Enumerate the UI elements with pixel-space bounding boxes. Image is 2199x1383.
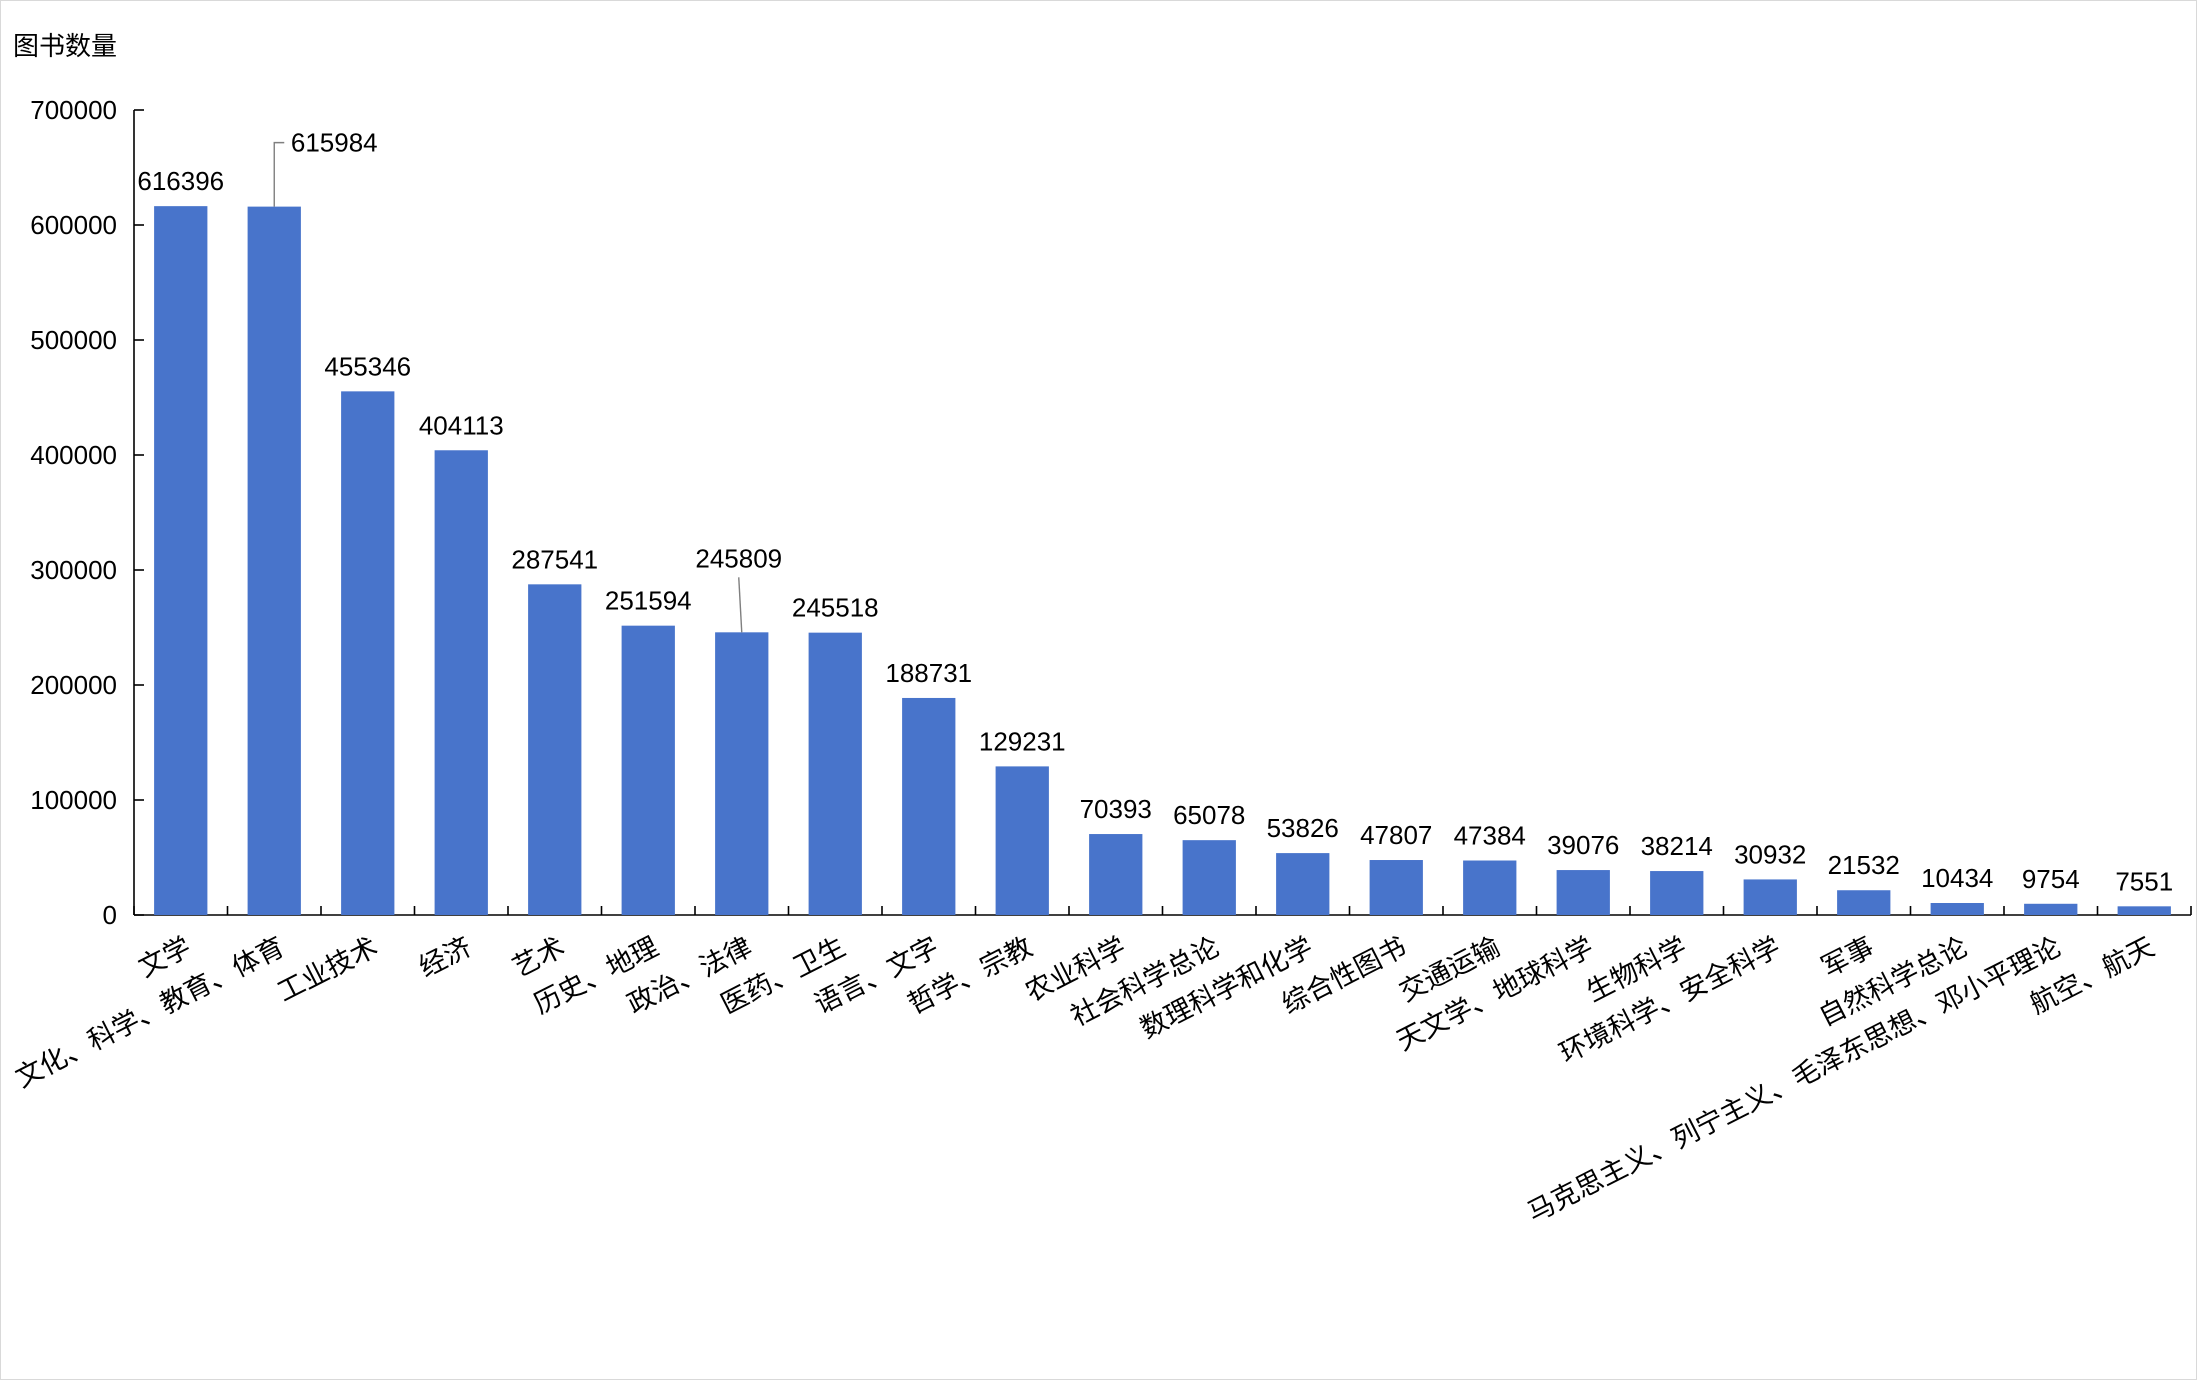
data-label: 38214 — [1641, 831, 1713, 861]
data-label: 47807 — [1360, 820, 1432, 850]
bar — [247, 206, 301, 915]
bars — [154, 206, 2171, 915]
y-tick-label: 700000 — [30, 95, 117, 125]
bar — [621, 625, 675, 915]
bar — [2117, 906, 2171, 915]
bar — [715, 632, 769, 915]
data-label: 21532 — [1828, 850, 1900, 880]
y-tick-label: 400000 — [30, 440, 117, 470]
data-label: 287541 — [511, 544, 598, 574]
data-label: 30932 — [1734, 839, 1806, 869]
y-axis-title: 图书数量 — [13, 32, 117, 62]
data-label: 7551 — [2115, 866, 2173, 896]
bar — [528, 584, 582, 915]
data-label: 245518 — [792, 593, 879, 623]
data-label: 404113 — [419, 410, 504, 440]
bar — [902, 697, 956, 915]
data-labels: 616396 615984 455346 404113 2875412515942458… — [137, 128, 2173, 897]
bar — [1463, 860, 1517, 915]
data-label: 616396 — [137, 166, 224, 196]
data-label: 70393 — [1080, 794, 1152, 824]
data-label: 615984 — [291, 128, 378, 158]
y-tick-label: 500000 — [30, 325, 117, 355]
x-category-label: 经济 — [414, 932, 476, 984]
data-label: 65078 — [1173, 800, 1245, 830]
bar — [1369, 860, 1423, 915]
bar — [2024, 903, 2078, 915]
bar — [434, 450, 488, 915]
data-label: 47384 — [1454, 821, 1526, 851]
leader-line — [273, 141, 285, 207]
bar — [1650, 871, 1704, 915]
y-tick-label: 300000 — [30, 555, 117, 585]
data-label: 129231 — [979, 726, 1066, 756]
y-tick-label: 0 — [103, 900, 117, 930]
bar — [995, 766, 1049, 915]
bar — [341, 391, 395, 915]
data-label: 10434 — [1921, 863, 1993, 893]
data-label: 245809 — [695, 543, 782, 573]
bar — [808, 632, 862, 915]
bar — [1556, 870, 1610, 915]
y-tick-label: 600000 — [30, 210, 117, 240]
bar — [1837, 890, 1891, 915]
x-category-label: 工业技术 — [273, 932, 383, 1009]
bar — [1930, 903, 1984, 915]
data-label: 53826 — [1267, 813, 1339, 843]
y-tick-label: 100000 — [30, 785, 117, 815]
data-label: 455346 — [324, 351, 411, 381]
data-label: 9754 — [2022, 864, 2080, 894]
bar — [1089, 834, 1143, 915]
data-label: 251594 — [605, 586, 692, 616]
y-tick-label: 200000 — [30, 670, 117, 700]
data-label: 39076 — [1547, 830, 1619, 860]
leader-line — [738, 577, 743, 633]
bar — [1743, 879, 1797, 915]
bar — [1276, 853, 1330, 915]
bar — [1182, 840, 1236, 915]
bar — [154, 206, 208, 915]
data-label: 188731 — [885, 658, 972, 688]
